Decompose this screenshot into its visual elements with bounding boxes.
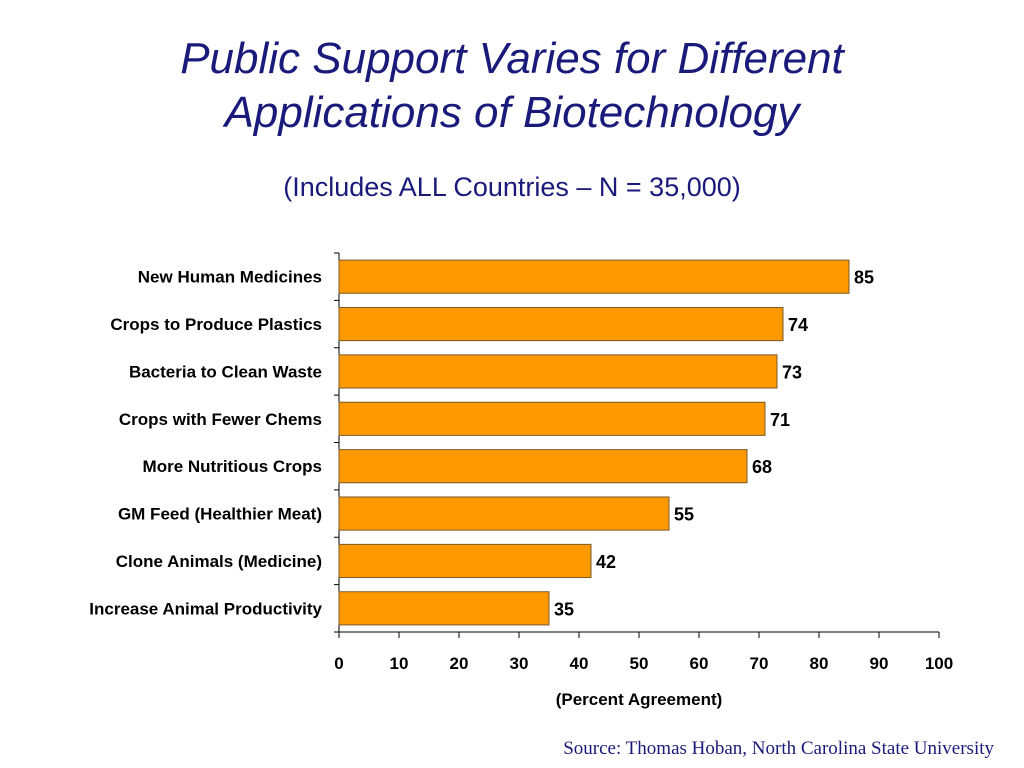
- bar: [338, 496, 670, 531]
- data-label: 71: [770, 410, 790, 430]
- x-axis-title: (Percent Agreement): [556, 690, 723, 709]
- category-label: Clone Animals (Medicine): [116, 552, 322, 571]
- category-label: Crops with Fewer Chems: [119, 410, 322, 429]
- category-label: Increase Animal Productivity: [89, 599, 322, 618]
- chart-title: Public Support Varies for Different Appl…: [0, 32, 1024, 140]
- category-label: More Nutritious Crops: [143, 457, 322, 476]
- data-label: 74: [788, 315, 808, 335]
- data-label: 68: [752, 457, 772, 477]
- data-label: 35: [554, 599, 574, 619]
- category-label: Crops to Produce Plastics: [110, 315, 322, 334]
- bar: [338, 543, 592, 579]
- x-tick-label: 20: [450, 654, 469, 673]
- x-tick-label: 80: [810, 654, 829, 673]
- x-tick-label: 0: [334, 654, 343, 673]
- data-label: 73: [782, 362, 802, 382]
- bar: [338, 591, 550, 626]
- chart-subtitle: (Includes ALL Countries – N = 35,000): [283, 172, 741, 202]
- category-label: Bacteria to Clean Waste: [129, 362, 322, 381]
- title-line-2: Applications of Biotechnology: [224, 88, 800, 137]
- x-tick-label: 10: [390, 654, 409, 673]
- data-label: 42: [596, 552, 616, 572]
- x-tick-label: 40: [570, 654, 589, 673]
- x-tick-label: 60: [690, 654, 709, 673]
- category-label: GM Feed (Healthier Meat): [118, 505, 322, 524]
- x-tick-label: 90: [870, 654, 889, 673]
- title-line-1: Public Support Varies for Different: [180, 34, 844, 83]
- bar: [338, 354, 778, 389]
- source-note: Source: Thomas Hoban, North Carolina Sta…: [563, 738, 994, 759]
- bar: [338, 449, 748, 484]
- category-label: New Human Medicines: [138, 268, 322, 287]
- bar: [338, 306, 784, 342]
- x-tick-label: 100: [925, 654, 953, 673]
- x-tick-label: 50: [630, 654, 649, 673]
- x-tick-label: 70: [750, 654, 769, 673]
- bar: [338, 259, 850, 294]
- data-label: 55: [674, 505, 694, 525]
- x-tick-label: 30: [510, 654, 529, 673]
- data-label: 85: [854, 268, 874, 288]
- bar: [338, 401, 766, 436]
